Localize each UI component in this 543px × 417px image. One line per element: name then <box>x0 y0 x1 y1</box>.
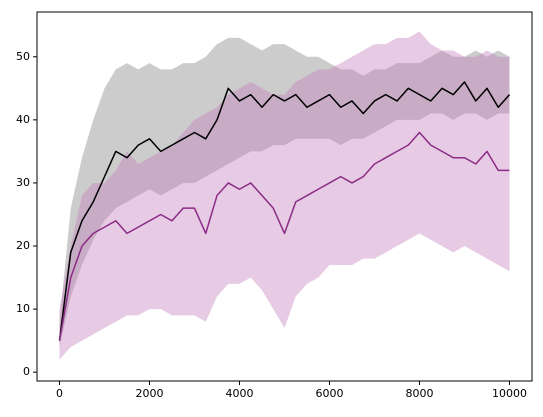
y-tick-label: 0 <box>23 365 30 378</box>
band <box>59 37 510 347</box>
x-tick-label: 0 <box>56 387 63 400</box>
y-tick-label: 50 <box>16 50 30 63</box>
y-tick-label: 20 <box>16 239 30 252</box>
y-tick-label: 40 <box>16 113 30 126</box>
y-tick-label: 30 <box>16 176 30 189</box>
y-tick-label: 10 <box>16 302 30 315</box>
x-tick-label: 4000 <box>226 387 254 400</box>
line <box>58 81 511 341</box>
line <box>58 131 510 341</box>
x-tick-label: 10000 <box>492 387 527 400</box>
x-tick-label: 8000 <box>406 387 434 400</box>
axes-frame <box>36 11 533 382</box>
x-tick-label: 2000 <box>136 387 164 400</box>
x-tick-label: 6000 <box>316 387 344 400</box>
plot-area <box>58 31 511 360</box>
band <box>59 31 510 360</box>
